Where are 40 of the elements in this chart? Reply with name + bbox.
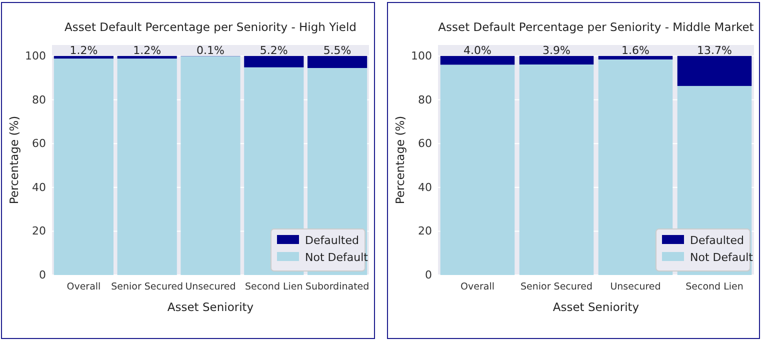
legend-label: Defaulted xyxy=(690,234,744,247)
chart-title: Asset Default Percentage per Seniority - High Yield xyxy=(64,20,356,34)
x-tick-label: Unsecured xyxy=(185,282,236,293)
y-tick-label: 0 xyxy=(425,268,432,282)
x-tick-label: Overall xyxy=(66,282,101,293)
data-label: 1.6% xyxy=(622,44,650,57)
y-axis-title: Percentage (%) xyxy=(7,116,21,204)
data-label: 4.0% xyxy=(464,44,492,57)
x-tick-label: Unsecured xyxy=(610,282,661,293)
y-tick-label: 20 xyxy=(32,224,46,238)
y-axis-title: Percentage (%) xyxy=(393,116,407,204)
data-label: 3.9% xyxy=(542,44,570,57)
y-tick-label: 0 xyxy=(39,268,46,282)
y-tick-label: 20 xyxy=(418,224,432,238)
x-tick-label: Overall xyxy=(460,282,494,293)
chart-title: Asset Default Percentage per Seniority - Middle Market xyxy=(438,20,754,34)
x-tick-label: Second Lien xyxy=(245,282,303,293)
y-tick-label: 100 xyxy=(411,49,432,62)
y-tick-label: 60 xyxy=(32,137,46,150)
data-label: 0.1% xyxy=(196,44,224,57)
y-tick-label: 40 xyxy=(32,180,46,194)
legend-label: Not Default xyxy=(690,251,754,264)
data-label: 5.2% xyxy=(260,44,288,57)
x-tick-label: Senior Secured xyxy=(520,282,592,293)
data-label: 5.5% xyxy=(323,44,352,57)
y-tick-label: 40 xyxy=(418,180,432,194)
y-tick-label: 60 xyxy=(418,137,432,150)
data-label: 1.2% xyxy=(133,44,162,57)
x-tick-label: Senior Secured xyxy=(111,282,184,293)
data-label: 13.7% xyxy=(697,44,732,57)
x-tick-label: Second Lien xyxy=(686,282,744,293)
x-tick-label: Subordinated xyxy=(305,282,370,293)
y-tick-label: 80 xyxy=(418,93,432,106)
x-axis-title: Asset Seniority xyxy=(552,300,640,314)
x-axis-title: Asset Seniority xyxy=(167,300,254,314)
legend-label: Not Default xyxy=(305,251,369,264)
data-label: 1.2% xyxy=(70,44,98,57)
y-tick-label: 80 xyxy=(32,93,46,106)
legend-label: Defaulted xyxy=(305,234,359,247)
y-tick-label: 100 xyxy=(25,49,46,62)
